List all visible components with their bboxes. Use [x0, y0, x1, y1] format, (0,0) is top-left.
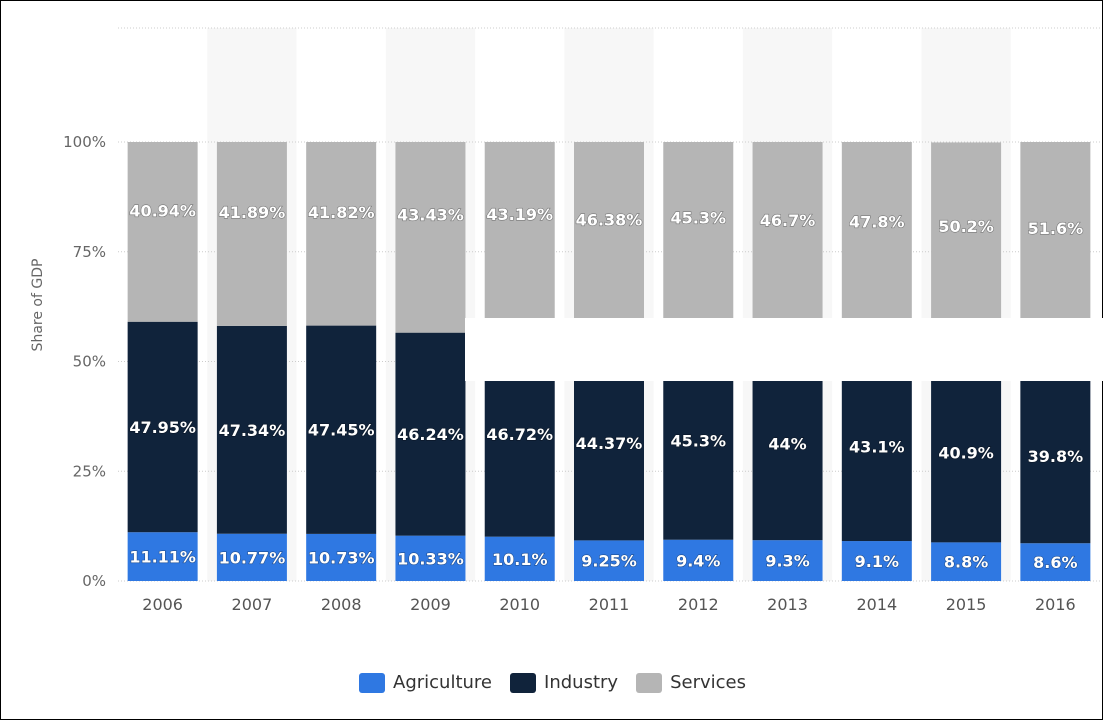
x-tick-label-2008: 2008	[321, 595, 362, 614]
white-occluder-box	[465, 318, 1105, 381]
data-label-industry-2015: 40.9%	[938, 444, 994, 463]
bar-services-2006	[127, 142, 198, 322]
data-label-services-2010: 43.19%	[486, 205, 553, 224]
data-label-services-2016: 51.6%	[1028, 219, 1084, 238]
bar-agriculture-2010	[484, 536, 555, 581]
x-tick-label-2010: 2010	[499, 595, 540, 614]
data-label-services-2009: 43.43%	[397, 205, 464, 224]
chart-legend: Agriculture Industry Services	[0, 672, 1105, 693]
data-label-industry-2013: 44%	[768, 435, 806, 454]
data-label-agriculture-2015: 8.8%	[944, 553, 988, 572]
bar-services-2011	[574, 142, 644, 346]
legend-item-services[interactable]: Services	[636, 672, 746, 693]
bar-agriculture-2016	[1020, 543, 1091, 581]
bar-services-2007	[216, 142, 287, 326]
y-axis-title: Share of GDP	[30, 259, 46, 352]
data-label-services-2007: 41.89%	[219, 203, 286, 222]
y-tick-label: 75%	[73, 243, 106, 261]
data-label-agriculture-2006: 11.11%	[129, 548, 196, 567]
x-tick-label-2012: 2012	[678, 595, 719, 614]
x-tick-label-2006: 2006	[142, 595, 183, 614]
y-tick-label: 0%	[82, 572, 106, 590]
data-label-services-2014: 47.8%	[849, 213, 905, 232]
bar-agriculture-2011	[574, 540, 644, 581]
data-label-services-2012: 45.3%	[671, 209, 727, 228]
data-label-agriculture-2009: 10.33%	[397, 549, 464, 568]
data-label-services-2013: 46.7%	[760, 211, 816, 230]
y-tick-label: 100%	[63, 133, 106, 151]
bar-industry-2016	[1020, 368, 1091, 544]
bar-services-2009	[395, 142, 466, 333]
data-label-agriculture-2007: 10.77%	[219, 548, 286, 567]
legend-swatch-industry	[510, 672, 537, 693]
y-tick-label: 50%	[73, 353, 106, 371]
data-label-agriculture-2012: 9.4%	[676, 551, 720, 570]
bar-industry-2006	[127, 321, 198, 533]
bar-industry-2008	[306, 325, 377, 534]
data-label-industry-2012: 45.3%	[671, 431, 727, 450]
data-label-services-2006: 40.94%	[129, 201, 196, 220]
bar-agriculture-2008	[306, 533, 377, 581]
legend-swatch-services	[636, 672, 663, 693]
data-label-industry-2007: 47.34%	[219, 421, 286, 440]
bar-industry-2015	[931, 362, 1002, 543]
x-tick-label-2013: 2013	[767, 595, 808, 614]
bar-industry-2009	[395, 332, 466, 536]
legend-label-services: Services	[670, 672, 746, 693]
legend-item-industry[interactable]: Industry	[510, 672, 618, 693]
data-label-industry-2011: 44.37%	[576, 434, 643, 453]
x-tick-label-2009: 2009	[410, 595, 451, 614]
bar-services-2013	[752, 142, 823, 348]
data-label-industry-2016: 39.8%	[1028, 447, 1084, 466]
data-label-services-2015: 50.2%	[938, 217, 994, 236]
data-label-services-2008: 41.82%	[308, 203, 375, 222]
data-label-agriculture-2016: 8.6%	[1033, 553, 1077, 572]
data-label-industry-2009: 46.24%	[397, 425, 464, 444]
data-label-agriculture-2008: 10.73%	[308, 548, 375, 567]
x-tick-label-2011: 2011	[589, 595, 630, 614]
data-label-industry-2006: 47.95%	[129, 418, 196, 437]
x-tick-label-2015: 2015	[946, 595, 987, 614]
bar-agriculture-2015	[931, 542, 1002, 581]
bar-industry-2007	[216, 325, 287, 534]
data-label-agriculture-2013: 9.3%	[765, 552, 809, 571]
bar-services-2008	[306, 142, 377, 326]
bar-services-2012	[663, 142, 734, 341]
bar-agriculture-2013	[752, 540, 823, 581]
legend-swatch-agriculture	[359, 672, 386, 693]
bar-services-2014	[841, 142, 912, 352]
bar-agriculture-2014	[841, 541, 912, 581]
bar-agriculture-2006	[127, 532, 198, 581]
data-label-services-2011: 46.38%	[576, 210, 643, 229]
bar-industry-2014	[841, 351, 912, 542]
data-label-agriculture-2010: 10.1%	[492, 550, 548, 569]
x-tick-label-2016: 2016	[1035, 595, 1076, 614]
data-label-industry-2014: 43.1%	[849, 437, 905, 456]
legend-label-agriculture: Agriculture	[393, 672, 493, 693]
x-tick-label-2014: 2014	[856, 595, 897, 614]
data-label-agriculture-2011: 9.25%	[581, 552, 637, 571]
bar-agriculture-2007	[216, 533, 287, 581]
data-label-agriculture-2014: 9.1%	[855, 552, 899, 571]
y-tick-label: 25%	[73, 462, 106, 480]
bar-agriculture-2009	[395, 535, 466, 581]
legend-label-industry: Industry	[544, 672, 619, 693]
bar-services-2010	[484, 141, 555, 332]
bar-agriculture-2012	[663, 539, 734, 581]
x-tick-label-2007: 2007	[232, 595, 273, 614]
data-label-industry-2010: 46.72%	[486, 425, 553, 444]
legend-item-agriculture[interactable]: Agriculture	[359, 672, 492, 693]
data-label-industry-2008: 47.45%	[308, 421, 375, 440]
